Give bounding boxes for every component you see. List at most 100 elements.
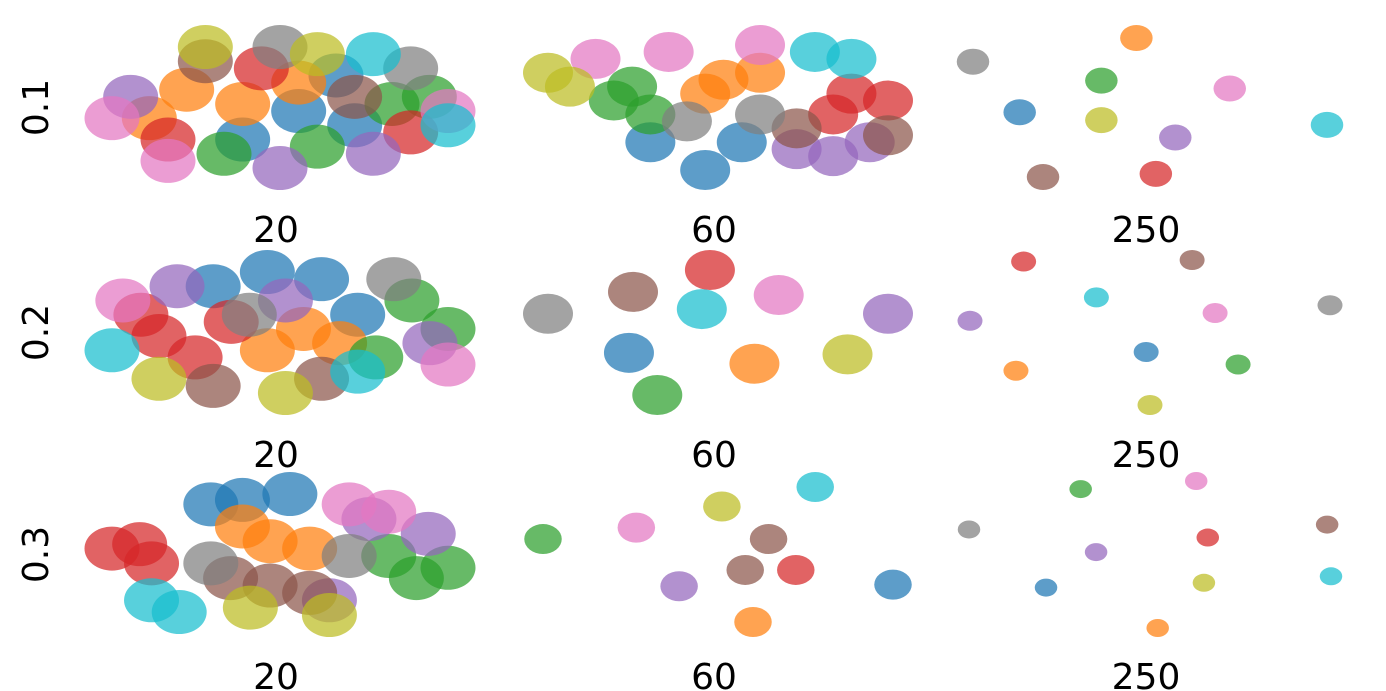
point [544,66,595,107]
point [822,334,873,375]
point [625,122,676,163]
point [1083,287,1109,308]
scatter-panel [524,472,912,637]
point [570,38,621,79]
point [735,52,786,93]
point [214,504,270,549]
point [874,569,912,600]
point [684,250,735,290]
point [321,533,377,578]
point [1120,25,1153,51]
point [140,138,196,183]
point [420,103,476,148]
point [524,524,562,555]
point [327,74,383,119]
x-label: 250 [1112,435,1181,476]
point [703,491,741,522]
row-label: 0.1 [16,79,57,136]
x-label: 60 [691,657,737,691]
point [222,585,278,630]
point [1213,75,1246,102]
point [1137,395,1163,415]
point [735,25,786,65]
scatter-panel [957,250,1343,415]
point [1319,567,1343,586]
point [608,271,658,312]
point [301,593,357,637]
x-label: 250 [1112,210,1181,251]
point [726,554,764,585]
point [1003,360,1029,381]
point [1317,295,1343,316]
point [607,66,658,107]
scatter-panel [523,250,913,415]
point [1315,515,1339,534]
point [680,150,731,190]
point [603,332,654,373]
point [617,512,656,543]
point [1026,164,1060,190]
point [1310,111,1344,138]
point [183,541,239,586]
point [221,292,277,337]
x-label: 20 [253,210,299,251]
point [1003,99,1036,126]
scatter-panel [84,25,476,190]
point [262,472,318,516]
scatter-panel [523,25,913,190]
point [84,96,140,141]
row-label: 0.2 [16,304,57,361]
point [1159,124,1192,151]
point [1202,303,1228,324]
point [1179,250,1205,270]
point [330,349,386,394]
point [366,257,422,302]
point [345,131,401,176]
point [957,520,981,539]
x-label: 60 [691,210,737,251]
point [149,264,205,309]
x-label: 20 [253,435,299,476]
point [420,342,476,387]
point [863,115,913,156]
point [361,533,417,578]
point [523,293,573,334]
point [1192,573,1216,592]
point [863,80,913,121]
point [84,328,140,373]
point [1184,472,1208,490]
point [661,101,712,142]
point [956,48,990,75]
x-label: 250 [1112,657,1181,691]
scatter-panel [84,472,476,637]
point [1085,67,1118,94]
point [1225,354,1251,375]
point [1139,160,1173,187]
point [361,489,417,534]
point [252,146,308,190]
point [729,343,780,384]
point [289,32,345,77]
point [1146,619,1169,637]
point [735,94,786,135]
point [131,356,187,401]
point [643,31,694,72]
scatter-panel [957,472,1343,637]
point [1133,341,1159,362]
point [632,375,683,415]
point [1069,480,1092,499]
point [957,310,983,331]
point [777,554,815,585]
point [124,578,180,623]
point [177,25,233,69]
point [1085,107,1118,134]
point [1084,543,1108,562]
scatter-panel [84,250,476,415]
point [185,363,241,408]
scatter-panel [956,25,1344,190]
point [1196,528,1220,547]
point [1034,578,1058,597]
point [753,275,804,315]
point [95,278,151,323]
